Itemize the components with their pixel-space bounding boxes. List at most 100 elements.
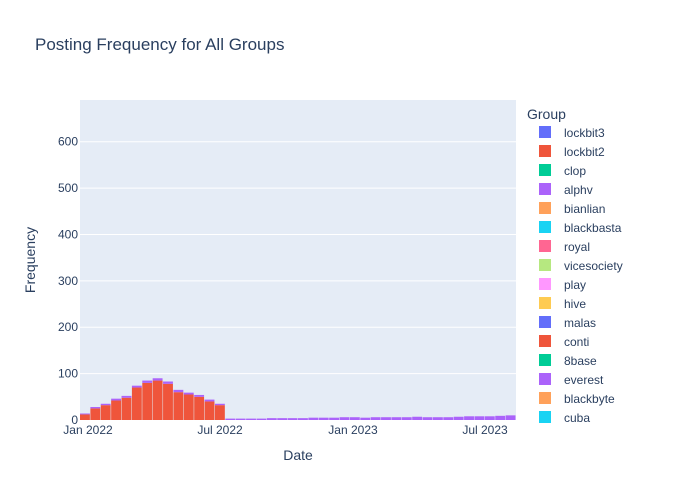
x-axis-title: Date [283, 447, 313, 463]
legend-swatch [539, 202, 551, 214]
bar-alphv [121, 395, 132, 398]
legend: Group lockbit3 lockbit2 clop alphv bianlian b… [527, 106, 623, 425]
bar-alphv [443, 417, 454, 420]
legend-label: vicesociety [564, 259, 623, 273]
legend-label: alphv [564, 183, 593, 197]
legend-label: play [564, 278, 586, 292]
bar-alphv [204, 399, 215, 402]
legend-swatch [539, 221, 551, 233]
bar-lockbit2 [163, 383, 173, 420]
bar-alphv [370, 417, 381, 420]
bar-alphv [484, 416, 495, 420]
plot-area [80, 100, 516, 420]
x-tick-label: Jul 2022 [197, 423, 243, 437]
bar-alphv [308, 417, 319, 420]
legend-label: cuba [564, 411, 590, 425]
bar-lockbit2 [121, 397, 132, 420]
chart-title: Posting Frequency for All Groups [35, 35, 284, 54]
y-axis-title: Frequency [22, 227, 38, 293]
legend-swatch [539, 297, 551, 309]
legend-label: royal [564, 240, 590, 254]
bar-alphv [131, 385, 142, 388]
bar-alphv [246, 418, 256, 420]
bar-alphv [266, 418, 277, 420]
bar-alphv [412, 416, 423, 420]
bar-alphv [339, 417, 350, 420]
x-ticks: Jan 2022 Jul 2022 Jan 2023 Jul 2023 [63, 423, 508, 437]
bar-alphv [422, 417, 433, 420]
bar-alphv [505, 415, 516, 420]
legend-swatch [539, 145, 551, 157]
bar-lockbit2 [111, 400, 122, 420]
bar-alphv [90, 407, 101, 409]
bar-lockbit2 [183, 394, 194, 420]
y-ticks: 0 100 200 300 400 500 600 [58, 135, 78, 427]
legend-swatch [539, 373, 551, 385]
legend-swatch [539, 335, 551, 347]
bar-alphv [163, 381, 173, 384]
bar-alphv [401, 417, 412, 420]
y-tick-label: 200 [58, 320, 78, 334]
bar-alphv [100, 403, 111, 406]
bar-alphv [360, 417, 371, 420]
x-tick-label: Jul 2023 [462, 423, 508, 437]
bar-alphv [495, 415, 506, 420]
bar-alphv [152, 378, 163, 381]
bar-alphv [142, 380, 153, 383]
bar-lockbit2 [214, 405, 225, 420]
bar-lockbit2 [173, 392, 184, 420]
x-tick-label: Jan 2023 [328, 423, 378, 437]
bar-alphv [474, 416, 485, 420]
legend-label: clop [564, 164, 586, 178]
bar-alphv [225, 418, 236, 420]
legend-label: malas [564, 316, 596, 330]
bar-alphv [391, 417, 402, 420]
legend-label: lockbit2 [564, 145, 605, 159]
legend-swatch [539, 411, 551, 423]
bar-alphv [277, 418, 288, 420]
y-tick-label: 300 [58, 274, 78, 288]
legend-label: lockbit3 [564, 126, 605, 140]
bar-alphv [432, 417, 443, 420]
legend-swatch [539, 278, 551, 290]
bar-alphv [464, 416, 474, 420]
bar-lockbit2 [152, 380, 163, 420]
bar-alphv [381, 417, 391, 420]
legend-label: 8base [564, 354, 597, 368]
y-tick-label: 500 [58, 181, 78, 195]
legend-swatch [539, 126, 551, 138]
bar-alphv [349, 417, 360, 420]
legend-swatch [539, 240, 551, 252]
bar-lockbit2 [80, 414, 90, 420]
y-tick-label: 400 [58, 227, 78, 241]
legend-label: everest [564, 373, 604, 387]
bar-alphv [256, 418, 267, 420]
bar-lockbit2 [90, 408, 101, 420]
legend-swatch [539, 392, 551, 404]
bar-lockbit2 [194, 396, 205, 420]
bar-alphv [214, 403, 225, 406]
legend-title: Group [527, 106, 566, 122]
legend-swatch [539, 354, 551, 366]
legend-label: hive [564, 297, 586, 311]
y-tick-label: 0 [71, 413, 78, 427]
bar-alphv [183, 392, 194, 395]
bar-alphv [287, 418, 298, 420]
legend-label: blackbasta [564, 221, 622, 235]
legend-label: blackbyte [564, 392, 615, 406]
y-tick-label: 600 [58, 135, 78, 149]
bar-alphv [194, 394, 205, 397]
bar-alphv [173, 389, 184, 393]
legend-swatch [539, 183, 551, 195]
legend-swatch [539, 259, 551, 271]
bar-lockbit2 [100, 405, 111, 420]
legend-label: conti [564, 335, 589, 349]
legend-label: bianlian [564, 202, 605, 216]
legend-swatch [539, 164, 551, 176]
legend-swatch [539, 316, 551, 328]
bar-lockbit2 [142, 382, 153, 420]
bar-alphv [298, 418, 308, 420]
bar-alphv [329, 417, 340, 420]
bar-alphv [318, 417, 329, 420]
